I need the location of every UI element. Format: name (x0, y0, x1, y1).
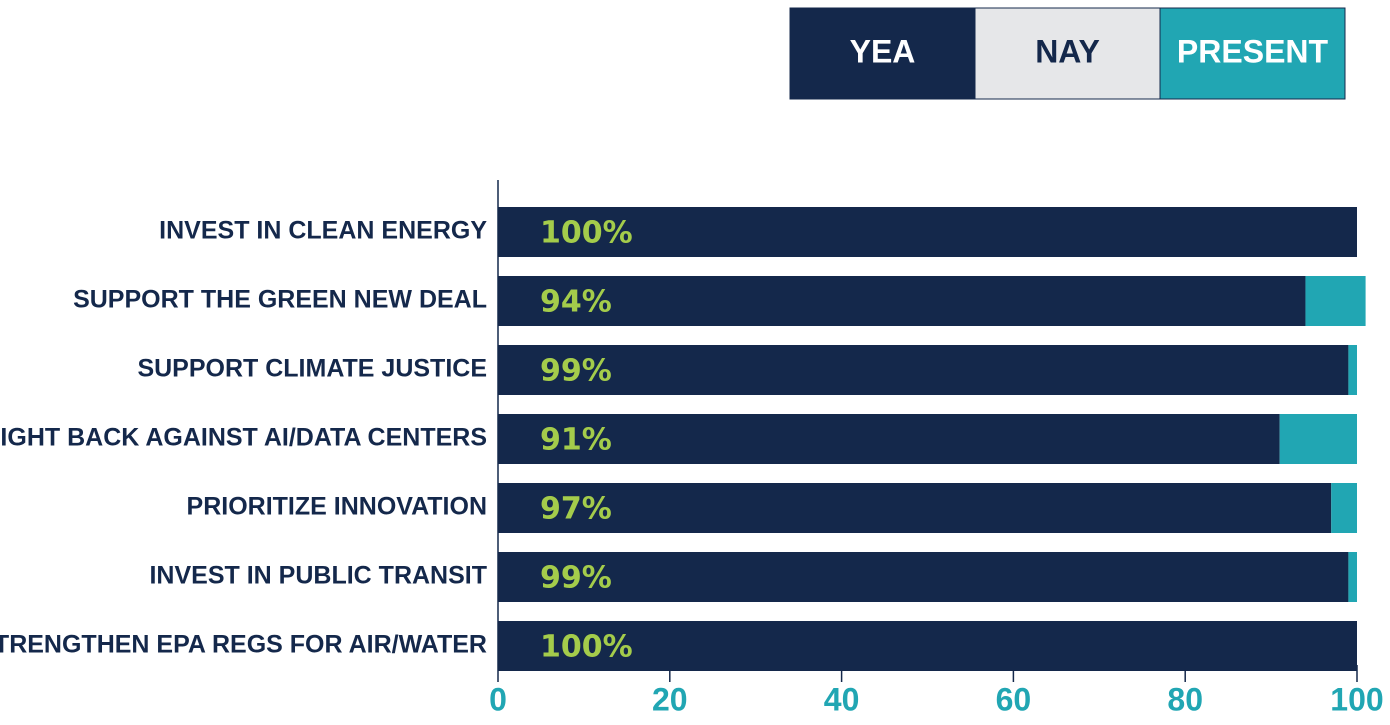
legend-swatch (974, 7, 1161, 100)
bar-segment (1348, 552, 1357, 602)
bar-segment (498, 483, 1332, 533)
bar-segment (498, 621, 1357, 671)
category-label: STRENGTHEN EPA REGS FOR AIR/WATER (0, 631, 487, 659)
value-label: 100% (540, 216, 633, 251)
legend-label: PRESENT (1177, 33, 1329, 69)
bar-segment (1348, 345, 1357, 395)
legend-label: NAY (1035, 33, 1100, 69)
bar-segment (498, 276, 1306, 326)
x-tick-label: 100 (1330, 681, 1383, 717)
value-label: 99% (540, 354, 612, 389)
category-label: INVEST IN PUBLIC TRANSIT (149, 562, 487, 590)
legend-swatch (1159, 7, 1346, 100)
x-tick-label: 20 (652, 681, 688, 717)
value-label: 94% (540, 285, 612, 320)
category-label: FIGHT BACK AGAINST AI/DATA CENTERS (0, 424, 487, 452)
category-label: PRIORITIZE INNOVATION (187, 493, 487, 521)
x-tick-label: 40 (824, 681, 860, 717)
bar-segment (498, 345, 1349, 395)
value-label: 91% (540, 423, 612, 458)
bar-segment (1279, 414, 1357, 464)
category-label: SUPPORT THE GREEN NEW DEAL (73, 286, 487, 314)
bar-segment (1305, 276, 1366, 326)
bar-segment (498, 552, 1349, 602)
x-tick-label: 80 (1167, 681, 1203, 717)
bar-segment (498, 414, 1280, 464)
x-tick-label: 60 (996, 681, 1032, 717)
category-label: INVEST IN CLEAN ENERGY (159, 217, 487, 245)
legend-label: YEA (850, 33, 916, 69)
category-label: SUPPORT CLIMATE JUSTICE (137, 355, 487, 383)
value-label: 100% (540, 630, 633, 665)
value-label: 97% (540, 492, 612, 527)
bar-segment (1331, 483, 1357, 533)
bar-segment (498, 207, 1357, 257)
value-label: 99% (540, 561, 612, 596)
x-tick-label: 0 (489, 681, 507, 717)
legend-swatch (789, 7, 976, 100)
